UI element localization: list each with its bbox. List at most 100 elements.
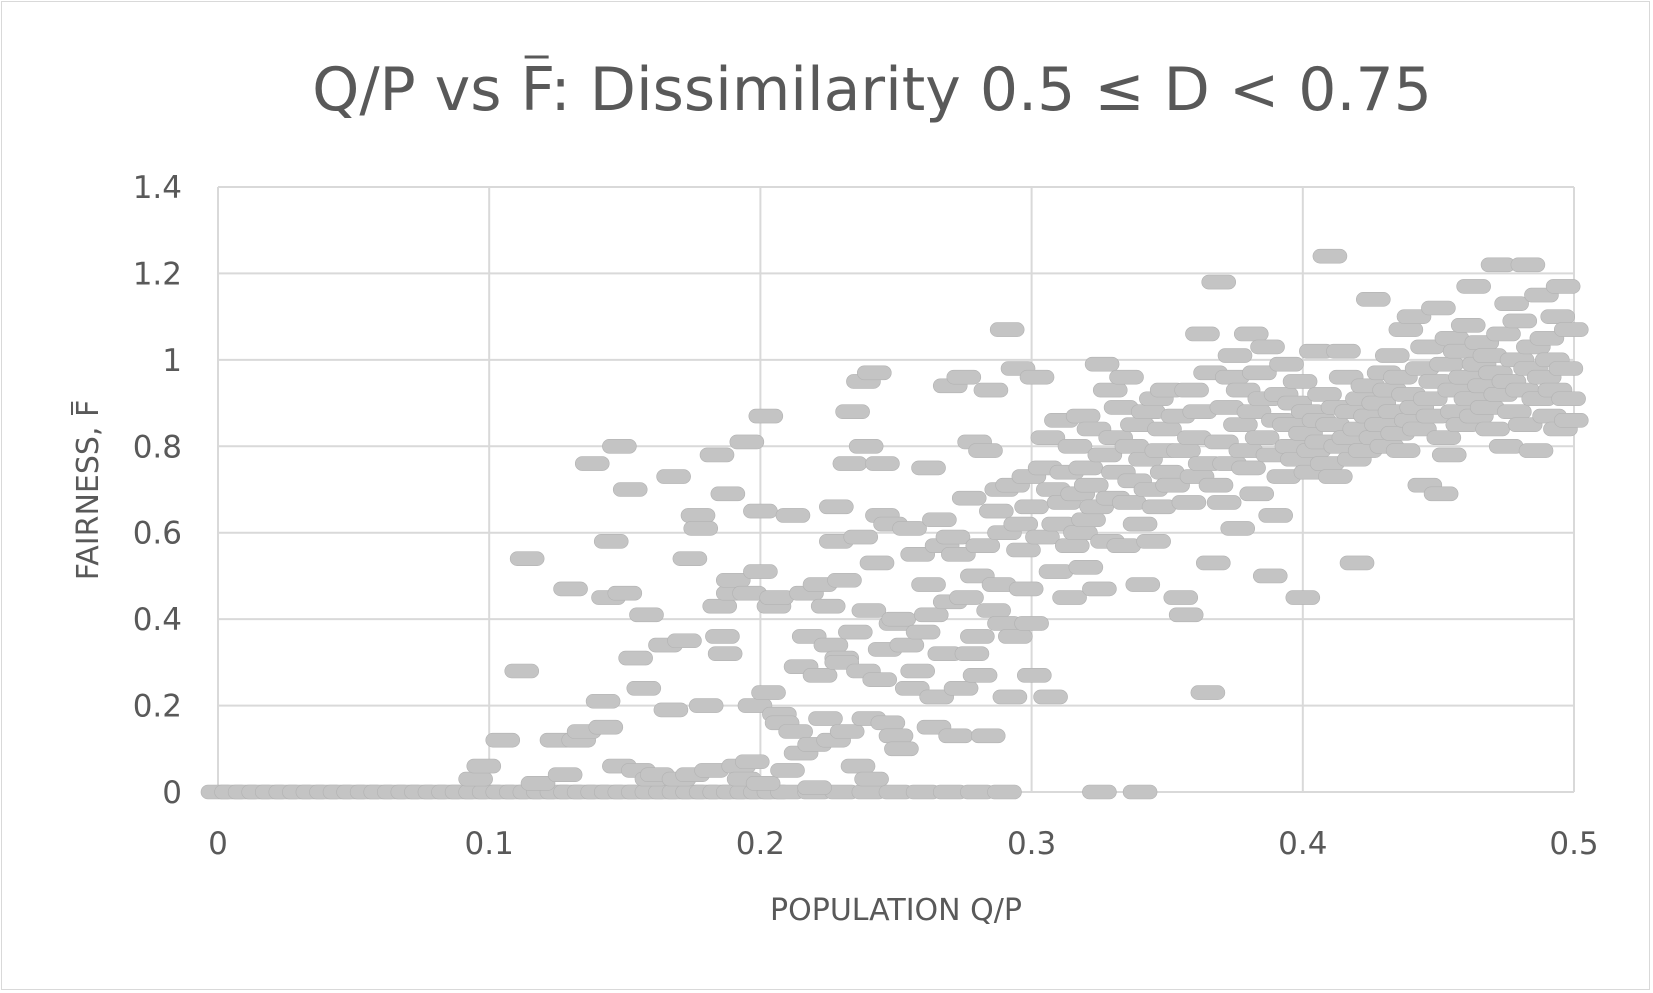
- data-point: [547, 767, 583, 783]
- data-point: [485, 732, 521, 748]
- data-point: [458, 771, 493, 787]
- data-point: [1480, 257, 1516, 273]
- data-point: [1006, 542, 1041, 558]
- data-point: [1231, 460, 1266, 476]
- y-tick-label: 1.2: [133, 256, 182, 292]
- data-point: [1502, 313, 1538, 329]
- chart-title: Q/P vs F: Dissimilarity 0.5 ≤ D < 0.75: [312, 55, 1432, 125]
- data-point: [1084, 356, 1120, 372]
- data-point: [962, 668, 998, 683]
- data-point: [626, 680, 662, 696]
- data-point: [889, 637, 925, 653]
- data-point: [1030, 430, 1066, 445]
- x-tick-label: 0.5: [1549, 826, 1598, 862]
- y-tick-label: 1.4: [133, 170, 182, 206]
- data-point: [1109, 369, 1144, 385]
- data-point: [987, 784, 1022, 800]
- data-point: [1223, 417, 1258, 432]
- data-point: [1174, 382, 1209, 398]
- data-point: [1087, 447, 1123, 463]
- data-point: [672, 551, 708, 566]
- data-point: [827, 572, 862, 588]
- data-point: [965, 538, 1001, 553]
- data-point: [1269, 356, 1304, 372]
- data-point: [862, 672, 898, 687]
- data-point: [857, 365, 892, 381]
- data-point: [1252, 568, 1288, 584]
- data-point: [1456, 279, 1491, 294]
- data-point: [1339, 555, 1375, 571]
- y-tick-label: 1: [162, 343, 182, 379]
- data-point: [1166, 443, 1201, 458]
- y-tick-label: 0.4: [133, 602, 182, 638]
- data-point: [989, 322, 1025, 337]
- data-point: [729, 434, 765, 450]
- data-point: [1374, 348, 1410, 363]
- data-point: [808, 711, 843, 726]
- data-point: [865, 456, 900, 471]
- data-point: [1486, 326, 1521, 342]
- data-point: [1019, 369, 1055, 385]
- data-point: [1054, 538, 1090, 553]
- data-point: [832, 456, 868, 471]
- data-point: [859, 555, 895, 571]
- data-point: [1163, 590, 1199, 605]
- data-point: [819, 499, 854, 515]
- data-point: [705, 629, 740, 644]
- data-point: [1147, 421, 1182, 437]
- data-point: [1017, 668, 1052, 683]
- data-point: [1190, 685, 1226, 700]
- data-point: [1312, 248, 1348, 264]
- data-point: [1155, 477, 1190, 493]
- data-point: [618, 650, 653, 666]
- data-point: [1204, 434, 1239, 450]
- data-point: [1168, 607, 1204, 623]
- data-point: [553, 581, 588, 597]
- data-point: [1057, 438, 1093, 454]
- data-point: [602, 438, 637, 454]
- data-point: [1388, 322, 1424, 337]
- data-point: [1008, 581, 1044, 597]
- y-axis-label-text: FAIRNESS, F: [71, 400, 106, 581]
- data-point: [667, 633, 702, 649]
- x-tick-label: 0.3: [1007, 826, 1056, 862]
- data-point: [1171, 495, 1207, 510]
- data-point: [1545, 279, 1581, 294]
- y-axis-label: FAIRNESS, F: [71, 400, 106, 581]
- data-point: [829, 724, 865, 739]
- data-point: [838, 624, 873, 640]
- data-point: [835, 404, 870, 420]
- data-point: [710, 486, 746, 502]
- data-point: [775, 508, 811, 523]
- data-point: [770, 763, 805, 778]
- data-point: [911, 577, 946, 592]
- x-tick-label: 0: [208, 826, 228, 862]
- data-point: [1068, 460, 1104, 476]
- data-point: [466, 758, 502, 774]
- data-point: [1092, 382, 1128, 398]
- data-point: [509, 551, 545, 566]
- y-tick-label: 0.2: [133, 689, 182, 725]
- data-point: [1540, 309, 1576, 324]
- data-point: [1106, 538, 1142, 553]
- data-point: [1196, 555, 1231, 571]
- gridlines: [217, 186, 1575, 793]
- data-point: [843, 529, 879, 545]
- y-tick-label: 0: [162, 775, 182, 811]
- data-point: [607, 585, 643, 601]
- data-point: [743, 564, 778, 579]
- data-point: [1421, 300, 1456, 316]
- data-point: [943, 680, 979, 696]
- data-point: [1122, 516, 1158, 532]
- data-point: [1548, 361, 1584, 376]
- data-point: [1239, 486, 1274, 502]
- data-point: [900, 547, 935, 562]
- data-point: [1307, 387, 1342, 402]
- data-point: [894, 680, 930, 696]
- data-point: [653, 702, 689, 718]
- data-point: [1141, 499, 1177, 515]
- data-point: [1071, 512, 1106, 528]
- data-point: [1429, 356, 1464, 372]
- data-point: [976, 603, 1011, 618]
